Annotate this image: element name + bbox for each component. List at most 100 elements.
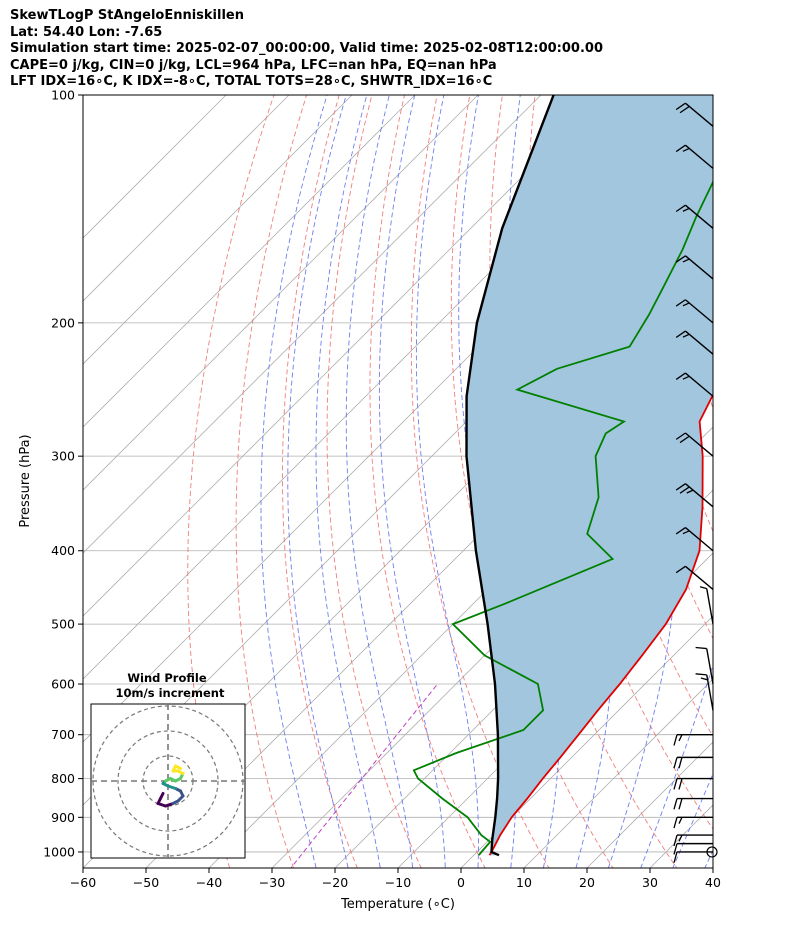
barb-flag bbox=[682, 302, 690, 307]
wind-barb bbox=[675, 102, 714, 127]
y-axis-title: Pressure (hPa) bbox=[18, 434, 33, 527]
barb-staff bbox=[706, 588, 714, 625]
barb-staff bbox=[684, 102, 714, 127]
wind-barb bbox=[673, 834, 713, 847]
dry-adiabat bbox=[235, 95, 308, 868]
moist-adiabat bbox=[378, 95, 446, 868]
cape-cin-shading bbox=[466, 95, 713, 856]
barb-flag bbox=[679, 435, 690, 444]
barb-staff bbox=[684, 330, 714, 355]
cin-shading-area bbox=[466, 95, 713, 856]
wind-barb bbox=[699, 586, 714, 625]
title-station: SkewTLogP StAngeloEnniskillen bbox=[10, 8, 244, 23]
moist-adiabat bbox=[640, 663, 713, 868]
dry-adiabat bbox=[326, 95, 422, 868]
barb-staff bbox=[684, 255, 714, 280]
profile-lines bbox=[412, 95, 713, 857]
y-tick-label: 500 bbox=[51, 617, 75, 632]
barb-flag bbox=[679, 105, 690, 114]
barb-flag bbox=[673, 834, 678, 847]
isotherm-line bbox=[83, 95, 605, 617]
x-tick-label: −30 bbox=[259, 875, 285, 890]
y-tick-label: 1000 bbox=[43, 844, 75, 859]
wind-barb bbox=[673, 842, 713, 855]
barb-flag bbox=[675, 527, 686, 535]
wind-barb bbox=[675, 527, 714, 552]
axes: −60 −50 −40 −30 −20 −10 0 10 20 30 40 1000 900 800 700… bbox=[43, 88, 721, 891]
dry-adiabat bbox=[369, 95, 486, 868]
barb-flag bbox=[682, 333, 690, 338]
wind-barb bbox=[673, 797, 713, 810]
x-tick-label: 0 bbox=[457, 875, 465, 890]
dewpoint-profile bbox=[412, 180, 713, 856]
y-tick-label: 300 bbox=[51, 449, 75, 464]
isotherm-line bbox=[83, 95, 416, 428]
barb-staff bbox=[706, 674, 714, 711]
wind-barb bbox=[673, 756, 713, 769]
wind-barb bbox=[675, 432, 714, 457]
x-tick-label: 20 bbox=[579, 875, 595, 890]
barb-staff bbox=[684, 483, 714, 508]
title-indices: LFT IDX=16∘C, K IDX=-8∘C, TOTAL TOTS=28∘… bbox=[10, 74, 493, 89]
wind-barb bbox=[675, 299, 714, 324]
calm-wind-circle bbox=[706, 846, 718, 858]
barb-flag bbox=[673, 757, 678, 769]
x-tick-label: 30 bbox=[642, 875, 658, 890]
barb-flag bbox=[678, 734, 683, 742]
dry-adiabat bbox=[562, 95, 713, 738]
barb-flag bbox=[682, 258, 690, 263]
isotherm-line bbox=[523, 678, 713, 868]
moist-adiabat bbox=[607, 95, 678, 868]
wind-barb bbox=[675, 483, 714, 508]
isotherm-line bbox=[83, 95, 227, 239]
title-cape: CAPE=0 j/kg, CIN=0 j/kg, LCL=964 hPa, LF… bbox=[10, 57, 497, 73]
isotherm-line bbox=[83, 95, 290, 302]
barb-flag bbox=[675, 372, 686, 380]
mixing-ratio-line bbox=[290, 683, 438, 868]
barb-flag bbox=[678, 817, 683, 824]
barb-flag bbox=[675, 432, 686, 440]
barb-flag bbox=[675, 565, 686, 574]
barb-flag bbox=[675, 483, 686, 491]
hodograph-inset: Wind Profile 10m/s increment bbox=[90, 671, 246, 859]
isotherm-line bbox=[83, 95, 542, 554]
barb-flag bbox=[682, 207, 690, 212]
barb-staff bbox=[684, 144, 714, 169]
y-tick-label: 900 bbox=[51, 810, 75, 825]
isotherm-line bbox=[586, 741, 713, 868]
wind-barb bbox=[695, 646, 714, 685]
chart-title-block: SkewTLogP StAngeloEnniskillen Lat: 54.40… bbox=[10, 8, 603, 91]
hodograph-ring bbox=[117, 730, 219, 832]
x-tick-label: 40 bbox=[705, 875, 721, 890]
dry-adiabat bbox=[729, 60, 794, 883]
barb-flag bbox=[682, 375, 690, 380]
moist-adiabat bbox=[345, 95, 414, 868]
dry-adiabat bbox=[282, 95, 358, 868]
isotherm-line bbox=[83, 95, 479, 491]
barb-staff bbox=[684, 372, 714, 397]
isotherm-line bbox=[334, 489, 713, 868]
title-latlon: Lat: 54.40 Lon: -7.65 bbox=[10, 24, 163, 40]
parcel-profile bbox=[465, 95, 555, 857]
y-tick-label: 600 bbox=[51, 677, 75, 692]
barb-flag bbox=[678, 778, 683, 790]
moist-adiabat bbox=[287, 95, 349, 868]
wind-barbs bbox=[673, 102, 718, 863]
barb-flag bbox=[675, 204, 686, 213]
x-axis-title: Temperature (∘C) bbox=[340, 897, 455, 912]
barb-flag bbox=[675, 144, 686, 153]
moist-adiabat bbox=[672, 772, 713, 868]
barb-staff bbox=[684, 565, 714, 590]
wind-barb bbox=[695, 673, 714, 711]
wind-barb bbox=[673, 777, 713, 790]
dry-adiabat bbox=[761, 60, 794, 883]
barb-flag bbox=[675, 255, 686, 263]
hodograph-subtitle: 10m/s increment bbox=[116, 686, 225, 700]
barb-flag bbox=[673, 798, 678, 810]
x-tick-label: −20 bbox=[322, 875, 348, 890]
barb-flag bbox=[675, 330, 686, 338]
x-tick-label: −40 bbox=[196, 875, 222, 890]
barb-flag bbox=[679, 486, 690, 494]
wind-barb bbox=[675, 372, 714, 397]
barb-flag bbox=[678, 757, 683, 769]
